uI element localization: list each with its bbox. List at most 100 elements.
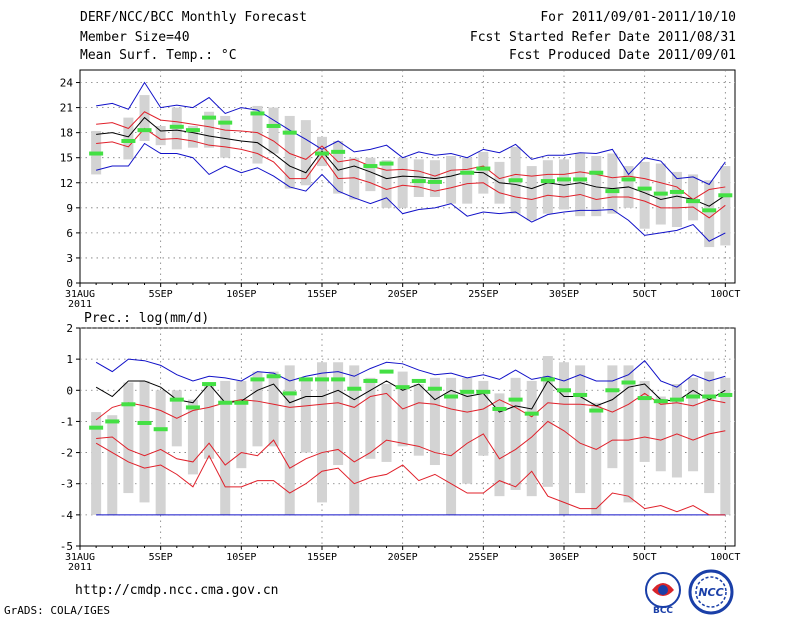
temp-observed-mark bbox=[331, 149, 346, 154]
temp-variable-label: Mean Surf. Temp.: °C bbox=[80, 48, 237, 63]
temp-range-box bbox=[639, 161, 650, 229]
temp-observed-mark bbox=[250, 111, 265, 116]
prec-range-box bbox=[155, 390, 166, 515]
source-url[interactable]: http://cmdp.ncc.cma.gov.cn bbox=[75, 583, 279, 598]
prec-ytick-label: 0 bbox=[66, 384, 73, 397]
temp-observed-mark bbox=[605, 189, 620, 194]
temp-ytick-label: 6 bbox=[66, 227, 73, 240]
prec-range-box bbox=[704, 371, 715, 494]
temp-observed-mark bbox=[137, 128, 152, 133]
temp-observed-mark bbox=[686, 199, 701, 204]
prec-observed-mark bbox=[718, 392, 733, 397]
temp-ytick-label: 21 bbox=[60, 102, 73, 115]
prec-p75-line bbox=[95, 392, 726, 421]
temp-observed-mark bbox=[637, 186, 652, 191]
prec-range-box bbox=[333, 362, 344, 466]
temp-observed-mark bbox=[169, 124, 184, 129]
prec-range-box bbox=[220, 380, 231, 515]
prec-range-box bbox=[123, 382, 134, 494]
temp-range-box bbox=[671, 171, 682, 228]
prec-range-box bbox=[671, 384, 682, 478]
prec-range-box bbox=[591, 402, 602, 515]
temp-observed-mark bbox=[653, 191, 668, 196]
prec-range-box bbox=[139, 380, 150, 503]
prec-range-box bbox=[526, 380, 537, 497]
prec-xtick-label: 10OCT bbox=[710, 552, 740, 563]
temp-max-line bbox=[96, 81, 726, 186]
prec-range-box bbox=[462, 377, 473, 484]
prec-ytick-label: -3 bbox=[60, 478, 73, 491]
temp-ytick-label: 0 bbox=[66, 277, 73, 290]
prec-observed-mark bbox=[621, 380, 636, 385]
temp-range-box bbox=[252, 105, 263, 164]
temp-xtick-label: 20SEP bbox=[388, 289, 418, 300]
prec-xtick-year: 2011 bbox=[68, 562, 92, 573]
prec-median-line bbox=[95, 380, 726, 413]
temp-range-box bbox=[349, 157, 360, 200]
prec-observed-mark bbox=[379, 369, 394, 374]
prec-xtick-label: 5OCT bbox=[633, 552, 657, 563]
prec-range-box bbox=[107, 415, 118, 515]
temp-observed-mark bbox=[427, 179, 442, 184]
prec-observed-mark bbox=[686, 394, 701, 399]
member-size: Member Size=40 bbox=[80, 30, 190, 45]
prec-range-box bbox=[688, 377, 699, 472]
prec-observed-mark bbox=[250, 377, 265, 382]
temp-observed-mark bbox=[202, 115, 217, 120]
prec-p25-line bbox=[96, 420, 726, 469]
grads-credit: GrADS: COLA/IGES bbox=[4, 604, 110, 617]
temp-range-box bbox=[704, 180, 715, 248]
bcc-logo-icon: BCC bbox=[645, 572, 681, 616]
prec-observed-mark bbox=[605, 388, 620, 393]
prec-ytick-label: -2 bbox=[60, 447, 73, 460]
temp-observed-mark bbox=[669, 189, 684, 194]
prec-observed-mark bbox=[460, 389, 475, 394]
temp-range-box bbox=[204, 111, 215, 148]
prec-observed-mark bbox=[347, 386, 362, 391]
temp-xtick-label: 31AUG bbox=[65, 289, 95, 300]
prec-variable-label: Prec.: log(mm/d) bbox=[84, 311, 209, 326]
temp-observed-mark bbox=[218, 120, 233, 125]
fcst-started-date: Fcst Started Refer Date 2011/08/31 bbox=[469, 30, 736, 45]
prec-observed-mark bbox=[331, 377, 346, 382]
prec-observed-mark bbox=[314, 377, 329, 382]
temp-range-box bbox=[187, 125, 198, 148]
temp-ytick-label: 18 bbox=[60, 127, 73, 140]
prec-ytick-label: 1 bbox=[66, 353, 73, 366]
prec-observed-mark bbox=[202, 382, 217, 387]
temp-observed-mark bbox=[185, 128, 200, 133]
prec-observed-mark bbox=[89, 425, 104, 430]
prec-range-box bbox=[365, 377, 376, 459]
temp-observed-mark bbox=[411, 179, 426, 184]
temp-min-line bbox=[96, 142, 726, 242]
temp-range-box bbox=[462, 157, 473, 204]
temp-median-line bbox=[96, 116, 726, 207]
prec-observed-mark bbox=[153, 427, 168, 432]
prec-range-box bbox=[558, 362, 569, 515]
prec-observed-mark bbox=[137, 420, 152, 425]
temp-range-box bbox=[446, 156, 457, 204]
temp-observed-mark bbox=[314, 151, 329, 156]
prec-range-box bbox=[316, 362, 327, 503]
prec-observed-mark bbox=[105, 419, 120, 424]
prec-p10-line bbox=[95, 442, 726, 516]
prec-observed-mark bbox=[218, 400, 233, 405]
prec-range-box bbox=[187, 399, 198, 475]
temp-xtick-label: 15SEP bbox=[307, 289, 337, 300]
temp-observed-mark bbox=[379, 161, 394, 166]
prec-range-box bbox=[349, 365, 360, 515]
prec-range-box bbox=[607, 365, 618, 469]
prec-observed-mark bbox=[524, 411, 539, 416]
temp-observed-mark bbox=[121, 139, 136, 143]
prec-observed-mark bbox=[476, 389, 491, 394]
temp-xtick-label: 10OCT bbox=[710, 289, 740, 300]
prec-range-box bbox=[284, 365, 295, 515]
ncc-logo-icon: NCC bbox=[688, 569, 734, 615]
temp-range-box bbox=[607, 153, 618, 214]
temp-range-box bbox=[268, 107, 279, 154]
temp-ytick-label: 15 bbox=[60, 152, 73, 165]
prec-observed-mark bbox=[266, 374, 281, 379]
temp-range-box bbox=[123, 117, 134, 160]
